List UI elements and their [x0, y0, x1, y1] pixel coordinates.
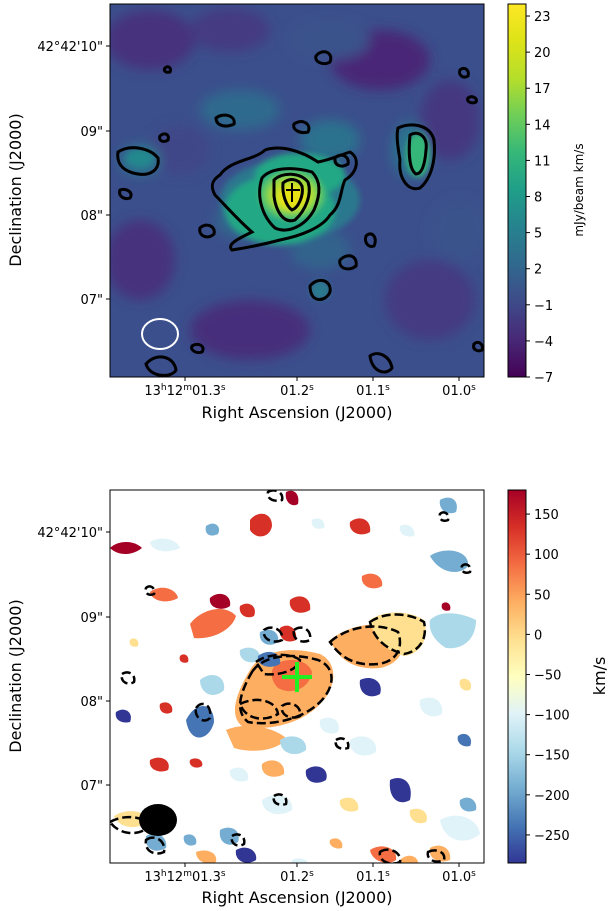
colorbar-tick-label: 2	[534, 263, 542, 278]
moment0-colorbar-ticks: 23 20 17 14 11 8 5 2 −1 −4 −7	[526, 10, 553, 386]
x-tick-label: 01.2s	[280, 869, 314, 885]
colorbar-tick-label: 11	[534, 154, 551, 169]
y-tick-label: 08"	[80, 209, 103, 224]
moment0-ylabel: Declination (J2000)	[6, 113, 25, 266]
y-tick-label: 42°42'10"	[37, 40, 103, 55]
peak-marker-green	[282, 662, 312, 692]
colorbar-tick-label: −1	[534, 299, 553, 314]
x-tick-label: 01.0s	[442, 869, 476, 885]
colorbar-tick-label: −150	[534, 749, 570, 764]
colorbar-tick-label: 150	[534, 508, 559, 523]
velocity-colorbar-ticks: 150 100 50 0 −50 −100 −150 −200 −250	[526, 508, 570, 844]
y-tick-label: 42°42'10"	[37, 526, 103, 541]
x-tick-label: 01.1s	[356, 869, 390, 885]
colorbar-tick-label: 0	[534, 628, 542, 643]
x-tick-label: 13h12m01.3s	[144, 869, 226, 885]
peak-marker	[286, 183, 300, 202]
x-tick-label: 01.2s	[280, 383, 314, 399]
y-tick-label: 08"	[80, 695, 103, 710]
moment0-panel: 13h12m01.3s 01.2s 01.1s 01.0s 42°42'10" 09" 08…	[6, 3, 586, 422]
colorbar-tick-label: −7	[534, 371, 553, 386]
y-tick-label: 09"	[80, 611, 103, 626]
velocity-axes: 13h12m01.3s 01.2s 01.1s 01.0s 42°42'10" 09" 08…	[37, 526, 476, 885]
velocity-panel: 13h12m01.3s 01.2s 01.1s 01.0s 42°42'10" 09" 08…	[6, 489, 609, 907]
x-tick-label: 01.1s	[356, 383, 390, 399]
moment0-axes: 13h12m01.3s 01.2s 01.1s 01.0s 42°42'10" 09" 08…	[37, 40, 476, 399]
beam-ellipse-filled	[139, 804, 177, 836]
velocity-colorbar-label: km/s	[590, 657, 609, 696]
colorbar-tick-label: 23	[534, 10, 551, 25]
colorbar-tick-label: 17	[534, 82, 551, 97]
y-tick-label: 09"	[80, 125, 103, 140]
moment0-contours	[116, 50, 484, 377]
moment0-image	[110, 4, 484, 377]
x-tick-label: 13h12m01.3s	[144, 383, 226, 399]
velocity-image	[110, 490, 484, 863]
y-tick-label: 07"	[80, 293, 103, 308]
colorbar-tick-label: −250	[534, 829, 570, 844]
colorbar-tick-label: 100	[534, 548, 559, 563]
colorbar-tick-label: −4	[534, 335, 553, 350]
colorbar-tick-label: −100	[534, 709, 570, 724]
velocity-ylabel: Declination (J2000)	[6, 599, 25, 752]
moment0-colorbar	[507, 3, 527, 378]
colorbar-tick-label: 50	[534, 588, 551, 603]
moment0-colorbar-label: mJy/beam km/s	[572, 143, 586, 236]
colorbar-tick-label: 20	[534, 46, 551, 61]
y-tick-label: 07"	[80, 779, 103, 794]
colorbar-tick-label: 5	[534, 227, 542, 242]
velocity-xlabel: Right Ascension (J2000)	[202, 888, 393, 907]
colorbar-tick-label: −200	[534, 789, 570, 804]
colorbar-tick-label: 8	[534, 191, 542, 206]
x-tick-label: 01.0s	[442, 383, 476, 399]
moment0-xlabel: Right Ascension (J2000)	[202, 403, 393, 422]
beam-ellipse	[141, 318, 179, 350]
colorbar-tick-label: −50	[534, 668, 561, 683]
colorbar-tick-label: 14	[534, 118, 551, 133]
velocity-colorbar	[507, 489, 527, 864]
